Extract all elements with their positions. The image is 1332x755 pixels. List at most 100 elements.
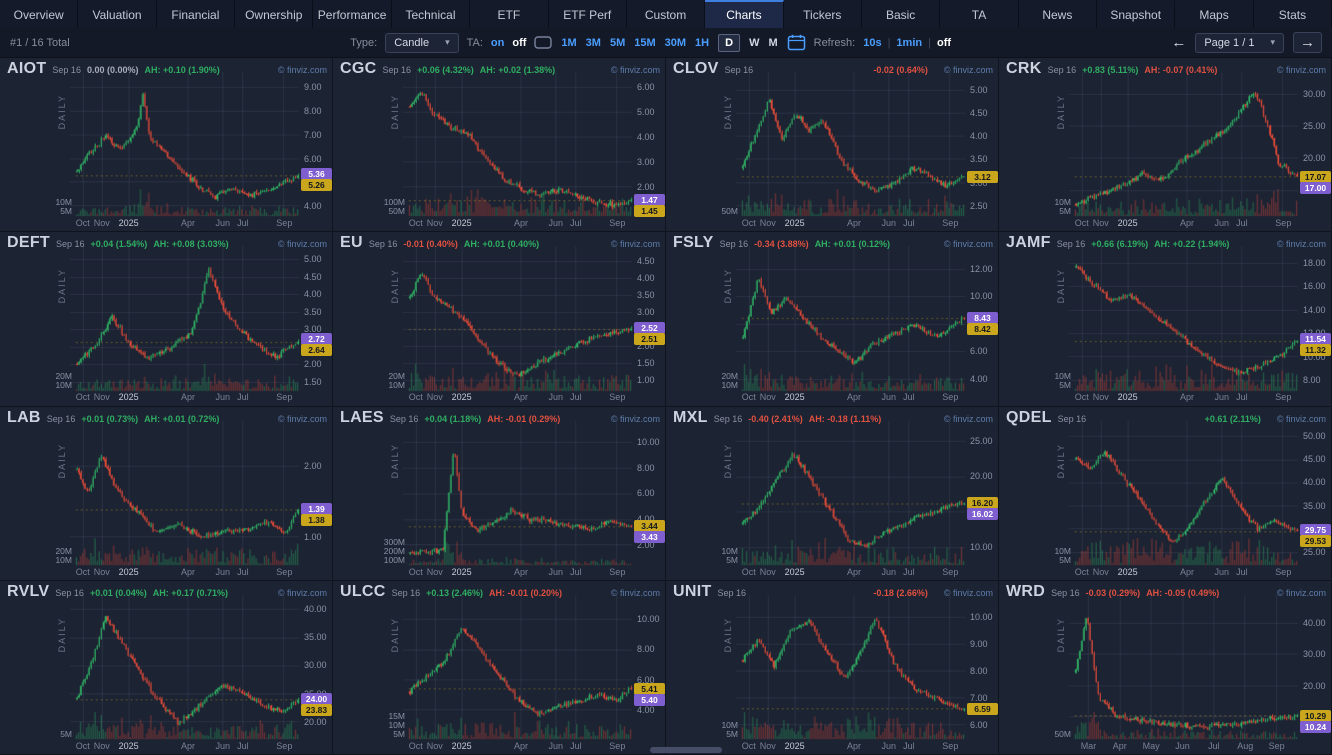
refresh-label: Refresh: [813, 36, 856, 49]
tab-ownership[interactable]: Ownership [235, 0, 314, 28]
candlestick-chart [666, 58, 998, 232]
finviz-copyright-link[interactable]: © finviz.com [1276, 65, 1326, 75]
tab-etf[interactable]: ETF [470, 0, 549, 28]
tab-news[interactable]: News [1018, 0, 1098, 28]
stock-chart-cell-unit[interactable]: UNIT Sep 16 -0.18 (2.66%) © finviz.com DAILY… [666, 580, 999, 755]
toolbar-center: Type: Candle ▾ TA: on off 1M 3M 5M 15M 30M 1H… [130, 32, 1171, 53]
tab-etf-perf[interactable]: ETF Perf [548, 0, 627, 28]
prev-page-arrow[interactable]: ← [1171, 34, 1187, 51]
candlestick-chart [0, 406, 332, 580]
timeframe-group: 1M 3M 5M 15M 30M 1H D W M [560, 33, 778, 52]
chart-type-select[interactable]: Candle ▾ [385, 32, 459, 53]
candlestick-chart [666, 406, 998, 580]
chart-layout-icon[interactable] [534, 36, 553, 49]
tab-financial[interactable]: Financial [156, 0, 236, 28]
candlestick-chart [333, 406, 665, 580]
finviz-copyright-link[interactable]: © finviz.com [1276, 239, 1326, 250]
separator: | [887, 36, 891, 49]
candlestick-chart [333, 232, 665, 406]
candlestick-chart [999, 232, 1331, 406]
results-counter: #1 / 16 Total [10, 36, 70, 49]
ta-off-link[interactable]: off [512, 36, 527, 49]
calendar-icon[interactable] [787, 34, 806, 51]
timeframe-1m[interactable]: 1M [561, 36, 577, 49]
timeframe-d[interactable]: D [718, 33, 741, 52]
stock-chart-cell-laes[interactable]: LAES Sep 16 +0.04 (1.18%) AH: -0.01 (0.29%)… [333, 406, 666, 581]
finviz-copyright-link[interactable]: © finviz.com [277, 413, 327, 424]
charts-grid: AIOT Sep 16 0.00 (0.00%) AH: +0.10 (1.90%) ©… [0, 58, 1332, 755]
finviz-copyright-link[interactable]: © finviz.com [1276, 413, 1326, 424]
tab-technical[interactable]: Technical [391, 0, 471, 28]
tab-ta[interactable]: TA [940, 0, 1019, 28]
refresh-1min[interactable]: 1min [896, 36, 923, 49]
stock-chart-cell-qdel[interactable]: QDEL Sep 16 +0.61 (2.11%) © finviz.com DAILY… [999, 406, 1332, 581]
stock-chart-cell-cgc[interactable]: CGC Sep 16 +0.06 (4.32%) AH: +0.02 (1.38%) ©… [333, 58, 666, 233]
tab-maps[interactable]: Maps [1175, 0, 1254, 28]
stock-chart-cell-lab[interactable]: LAB Sep 16 +0.01 (0.73%) AH: +0.01 (0.72%) ©… [0, 406, 333, 581]
timeframe-1h[interactable]: 1H [695, 36, 710, 49]
refresh-10s[interactable]: 10s [863, 36, 882, 49]
finviz-copyright-link[interactable]: © finviz.com [1276, 587, 1326, 598]
candlestick-chart [333, 58, 665, 232]
separator: | [928, 36, 931, 49]
finviz-copyright-link[interactable]: © finviz.com [277, 239, 327, 250]
finviz-copyright-link[interactable]: © finviz.com [943, 65, 993, 75]
stock-chart-cell-deft[interactable]: DEFT Sep 16 +0.04 (1.54%) AH: +0.08 (3.03%)… [0, 232, 333, 407]
finviz-copyright-link[interactable]: © finviz.com [610, 65, 660, 75]
candlestick-chart [0, 232, 332, 406]
timeframe-3m[interactable]: 3M [585, 36, 601, 49]
candlestick-chart [999, 580, 1331, 754]
next-page-arrow[interactable]: → [1293, 32, 1322, 53]
finviz-copyright-link[interactable]: © finviz.com [610, 587, 660, 598]
finviz-copyright-link[interactable]: © finviz.com [610, 413, 660, 424]
tab-performance[interactable]: Performance [313, 0, 392, 28]
candlestick-chart [666, 232, 998, 406]
ta-on-link[interactable]: on [490, 36, 505, 49]
finviz-copyright-link[interactable]: © finviz.com [943, 587, 993, 598]
stock-chart-cell-clov[interactable]: CLOV Sep 16 -0.02 (0.64%) © finviz.com DAILY… [666, 58, 999, 233]
finviz-copyright-link[interactable]: © finviz.com [943, 413, 993, 424]
stock-chart-cell-rvlv[interactable]: RVLV Sep 16 +0.01 (0.04%) AH: +0.17 (0.71%)… [0, 580, 333, 755]
timeframe-m[interactable]: M [768, 36, 778, 49]
tab-basic[interactable]: Basic [861, 0, 941, 28]
candlestick-chart [666, 580, 998, 754]
chevron-down-icon: ▾ [1270, 37, 1275, 47]
charts-toolbar: #1 / 16 Total Type: Candle ▾ TA: on off … [0, 28, 1332, 58]
page-label: Page 1 / 1 [1204, 36, 1255, 49]
finviz-copyright-link[interactable]: © finviz.com [610, 239, 660, 250]
finviz-copyright-link[interactable]: © finviz.com [943, 239, 993, 250]
stock-chart-cell-mxl[interactable]: MXL Sep 16 -0.40 (2.41%) AH: -0.18 (1.11%) ©… [666, 406, 999, 581]
finviz-copyright-link[interactable]: © finviz.com [277, 587, 327, 598]
timeframe-w[interactable]: W [749, 36, 760, 49]
main-nav: Overview Valuation Financial Ownership Perfo… [0, 0, 1332, 28]
refresh-off[interactable]: off [936, 36, 952, 49]
stock-chart-cell-wrd[interactable]: WRD Sep 16 -0.03 (0.29%) AH: -0.05 (0.49%) ©… [999, 580, 1332, 755]
finviz-copyright-link[interactable]: © finviz.com [277, 65, 327, 75]
candlestick-chart [333, 580, 665, 754]
timeframe-30m[interactable]: 30M [664, 36, 687, 49]
tab-snapshot[interactable]: Snapshot [1097, 0, 1176, 28]
tab-overview[interactable]: Overview [0, 0, 79, 28]
tab-valuation[interactable]: Valuation [78, 0, 157, 28]
stock-chart-cell-aiot[interactable]: AIOT Sep 16 0.00 (0.00%) AH: +0.10 (1.90%) ©… [0, 58, 333, 233]
tab-stats[interactable]: Stats [1253, 0, 1332, 28]
candlestick-chart [999, 58, 1331, 232]
chart-type-value: Candle [394, 36, 430, 49]
stock-chart-cell-crk[interactable]: CRK Sep 16 +0.83 (5.11%) AH: -0.07 (0.41%) ©… [999, 58, 1332, 233]
stock-chart-cell-fsly[interactable]: FSLY Sep 16 -0.34 (3.88%) AH: +0.01 (0.12%)… [666, 232, 999, 407]
horizontal-scrollbar-thumb[interactable] [650, 747, 722, 753]
stock-chart-cell-ulcc[interactable]: ULCC Sep 16 +0.13 (2.46%) AH: -0.01 (0.20%)… [333, 580, 666, 755]
tab-custom[interactable]: Custom [626, 0, 706, 28]
timeframe-5m[interactable]: 5M [609, 36, 626, 49]
type-label: Type: [350, 36, 378, 49]
page-select[interactable]: Page 1 / 1 ▾ [1195, 32, 1284, 53]
stock-chart-cell-jamf[interactable]: JAMF Sep 16 +0.66 (6.19%) AH: +0.22 (1.94%)… [999, 232, 1332, 407]
ta-label: TA: [466, 36, 483, 49]
timeframe-15m[interactable]: 15M [634, 36, 656, 49]
refresh-options: 10s | 1min | off [863, 37, 951, 49]
pagination: ← Page 1 / 1 ▾ → [1171, 32, 1322, 53]
tab-charts[interactable]: Charts [705, 0, 784, 28]
stock-chart-cell-eu[interactable]: EU Sep 16 -0.01 (0.40%) AH: +0.01 (0.40%) © … [333, 232, 666, 407]
chevron-down-icon: ▾ [445, 37, 450, 47]
tab-tickers[interactable]: Tickers [783, 0, 862, 28]
